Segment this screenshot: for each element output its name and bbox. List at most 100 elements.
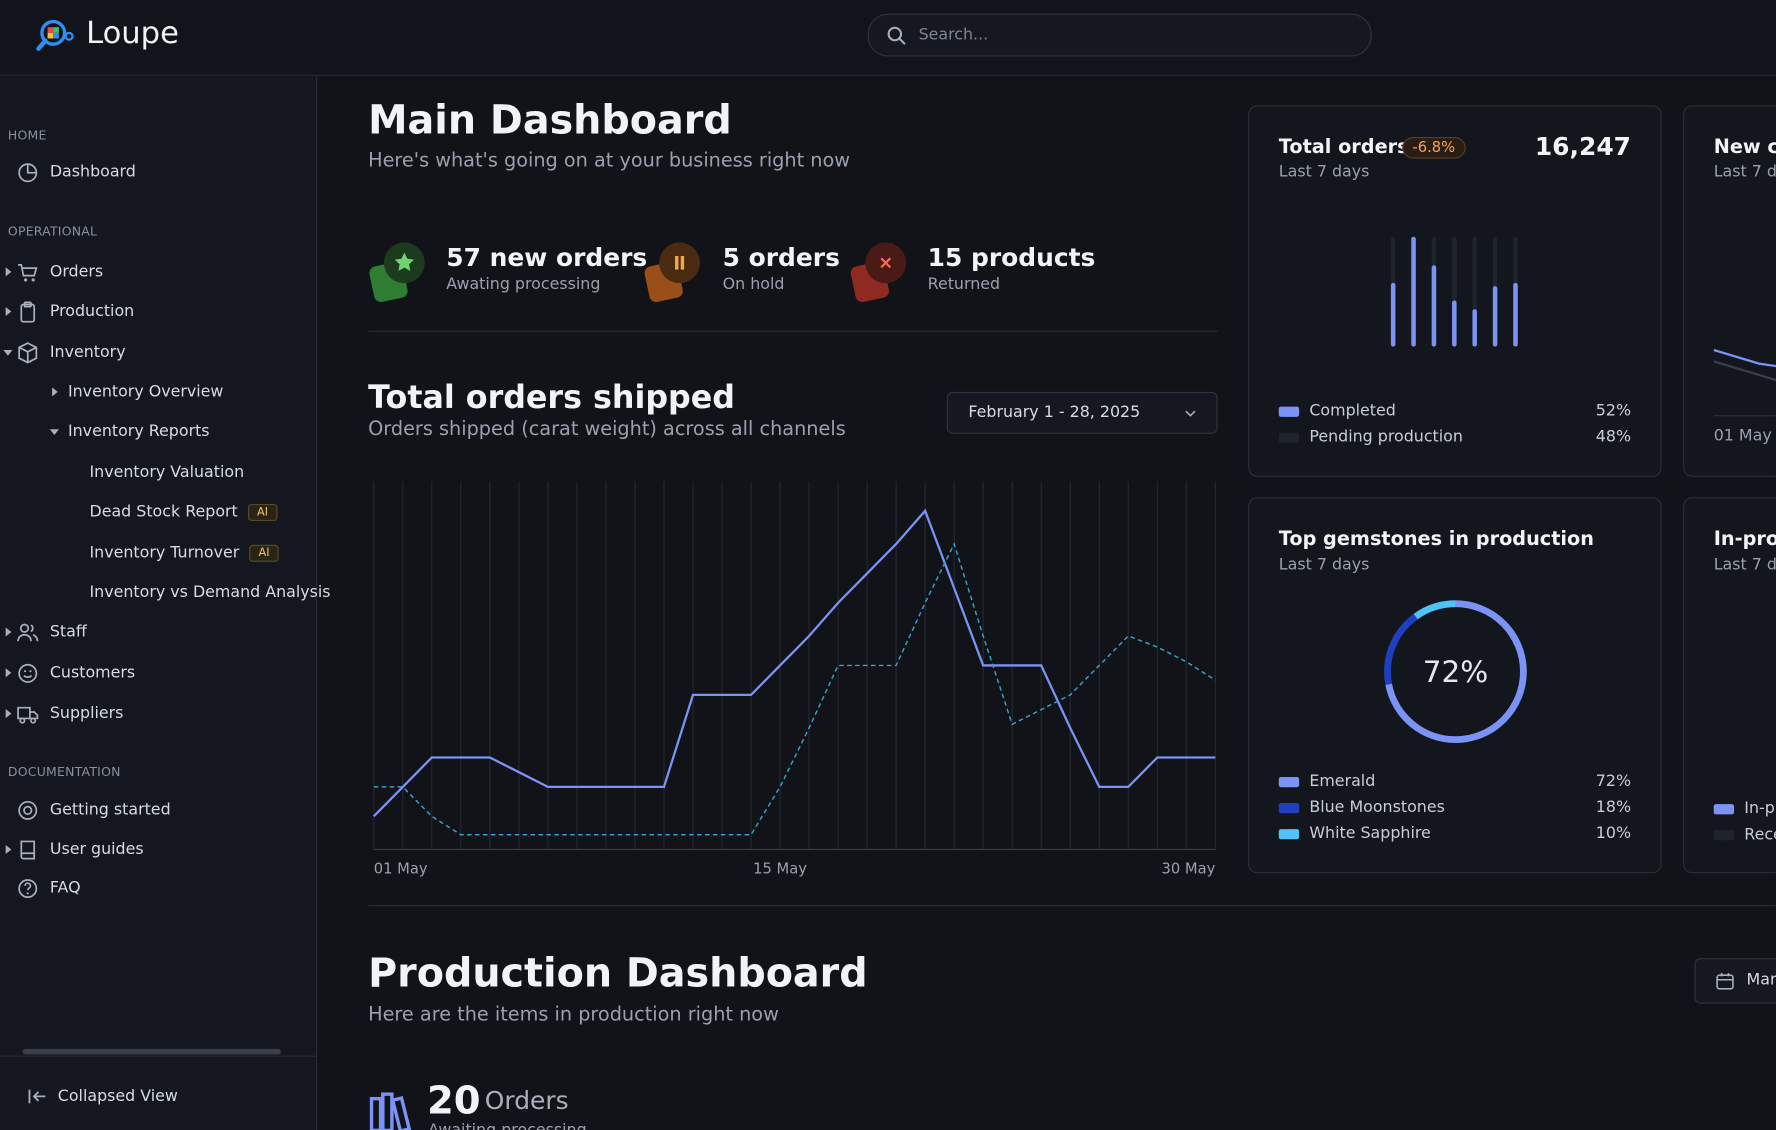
icon (20, 840, 36, 859)
divider (368, 904, 1776, 907)
legend-swatch (1713, 803, 1735, 814)
nav-item[interactable]: Inventory (0, 339, 126, 366)
legend-item: Completed 52% (1278, 400, 1631, 423)
legend-item: White Sapphire 10% (1278, 822, 1631, 845)
icon (18, 263, 38, 281)
nav-label: Production (49, 302, 135, 321)
card: In-proc Last 7 days In-p Rece (1683, 497, 1776, 874)
card-title: Top gemstones in production (1278, 527, 1594, 551)
icon (18, 162, 38, 182)
stat-icon (643, 241, 711, 309)
search-icon (887, 26, 906, 45)
nav-label: Dashboard (49, 163, 136, 182)
stat-subtitle: On hold (722, 275, 785, 294)
legend-value: 48% (1595, 428, 1632, 447)
card-title: Total orders (1278, 135, 1409, 159)
nav-label: Inventory vs Demand Analysis (89, 583, 331, 602)
nav-item[interactable]: Dashboard (0, 159, 136, 186)
icon (17, 706, 39, 724)
stat-subtitle: Returned (927, 275, 1001, 294)
bar (1431, 265, 1437, 347)
nav-item[interactable]: Getting started (0, 796, 171, 823)
nav-label: Staff (49, 622, 87, 642)
card-period: Last 7 days (1713, 556, 1776, 575)
nav-label: Inventory (49, 343, 126, 362)
legend-label: Blue Moonstones (1309, 798, 1445, 817)
date-button[interactable]: Mar (1694, 958, 1776, 1004)
nav-label: Dead Stock Report (89, 502, 238, 522)
date-range: February 1 - 28, 2025 (968, 403, 1141, 422)
card-title: New cu (1713, 135, 1776, 159)
legend-value: 18% (1595, 798, 1632, 817)
donut-segment (1384, 600, 1527, 744)
nav-label: User guides (49, 840, 144, 859)
nav-item[interactable]: Inventory Reports (0, 418, 210, 445)
nav-label: FAQ (49, 878, 81, 898)
card: Total orders -6.8% 16,247 Last 7 days Co… (1248, 105, 1662, 477)
count-subtitle: Awaiting processing (428, 1121, 587, 1130)
nav-label: Orders (49, 262, 104, 281)
nav-item[interactable]: Orders (0, 258, 103, 285)
donut-center-label: 72% (1423, 655, 1488, 689)
nav-item[interactable]: Customers (0, 659, 135, 686)
line-series (373, 541, 1216, 836)
nav-label: Customers (49, 663, 136, 682)
icon (28, 1089, 46, 1104)
mini-line-chart (1713, 348, 1776, 417)
nav-item[interactable]: User guides (0, 836, 144, 863)
legend-label: Emerald (1309, 772, 1376, 791)
nav-label: Inventory Reports (67, 422, 210, 441)
collapse-label: Collapsed View (57, 1087, 178, 1106)
legend-label: Completed (1309, 402, 1396, 421)
icon (17, 623, 39, 641)
legend-swatch (1278, 406, 1300, 417)
line-series (372, 508, 1216, 818)
orders-chart: 01 May 15 May 30 May (372, 481, 1216, 877)
search-box[interactable]: Search... (867, 13, 1372, 57)
count-label: Orders (484, 1087, 569, 1116)
nav-item[interactable]: Inventory Valuation (0, 459, 244, 486)
legend-item: Blue Moonstones 18% (1278, 796, 1632, 819)
nav-item[interactable]: Staff (0, 618, 87, 645)
donut-chart: 72% (1384, 600, 1527, 744)
logo-icon (36, 19, 74, 51)
nav-item[interactable]: FAQ (0, 874, 81, 901)
books-icon (369, 1092, 412, 1130)
legend-item: Emerald 72% (1278, 770, 1631, 793)
brand: Loupe (86, 15, 179, 51)
legend-item: In-p (1713, 797, 1776, 820)
nav-item[interactable]: Inventory Overview (0, 378, 223, 405)
header: Loupe Search... (0, 0, 1776, 76)
legend-swatch (1278, 432, 1300, 443)
card-title: In-proc (1713, 527, 1776, 551)
divider (0, 1055, 317, 1057)
legend-label: Pending production (1309, 428, 1463, 447)
collapse-button[interactable]: Collapsed View (27, 1083, 178, 1110)
nav-item[interactable]: Dead Stock Report AI (0, 498, 278, 525)
date-dropdown[interactable]: February 1 - 28, 2025 (946, 391, 1218, 434)
bar-chart (1390, 236, 1518, 347)
scrollbar[interactable] (22, 1048, 281, 1055)
bar (1390, 282, 1396, 347)
ai-badge: AI (247, 503, 278, 521)
card-period: Last 7 days (1713, 163, 1776, 182)
nav-item[interactable]: Suppliers (0, 700, 123, 727)
nav-label: Suppliers (49, 704, 124, 723)
icon (20, 300, 36, 323)
icon (18, 341, 38, 363)
icon (18, 878, 38, 898)
donut-segment (1384, 600, 1527, 744)
nav-item[interactable]: Production (0, 298, 134, 325)
sidebar: HOME Dashboard OPERATIONAL Orders Produc… (0, 75, 331, 1130)
page-title: Main Dashboard (368, 98, 732, 144)
nav-item[interactable]: Inventory vs Demand Analysis (0, 579, 331, 606)
card: Top gemstones in production Last 7 days … (1248, 497, 1662, 874)
nav-label: Getting started (49, 800, 171, 819)
section-subtitle: Here are the items in production right n… (368, 1003, 779, 1027)
chevron (1185, 410, 1196, 417)
legend-swatch (1713, 829, 1735, 840)
nav-item[interactable]: Inventory Turnover AI (0, 539, 279, 566)
card-total: 16,247 (1534, 133, 1632, 162)
x-tick-label: 15 May (753, 860, 807, 877)
